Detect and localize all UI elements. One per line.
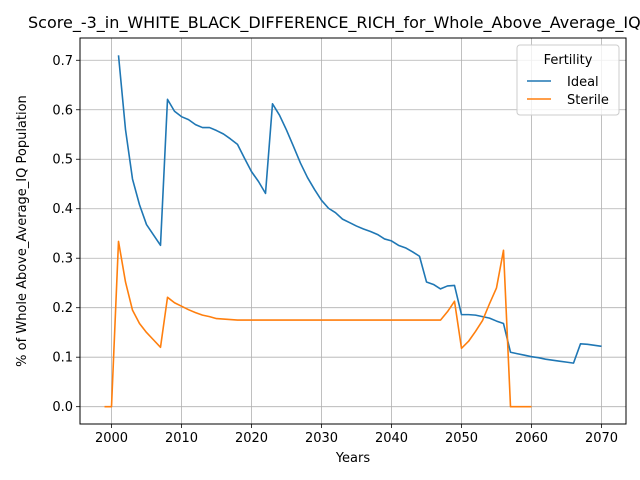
x-tick-label: 2050 [445, 431, 478, 446]
series-lines [104, 55, 602, 408]
x-tick-label: 2070 [585, 431, 618, 446]
legend-label-ideal: Ideal [567, 75, 599, 90]
y-tick-label: 0.2 [52, 301, 73, 316]
x-tick-label: 2040 [375, 431, 408, 446]
y-tick-label: 0.0 [52, 400, 73, 415]
x-axis-ticks: 2000 2010 2020 2030 2040 2050 2060 2070 [95, 424, 618, 446]
legend: Fertility Ideal Sterile [516, 44, 620, 116]
y-axis-label: % of Whole Above_Average_IQ Population [15, 95, 30, 367]
y-tick-label: 0.1 [52, 351, 73, 366]
y-tick-label: 0.5 [52, 153, 73, 168]
x-tick-label: 2060 [515, 431, 548, 446]
y-axis-ticks: 0.0 0.1 0.2 0.3 0.4 0.5 0.6 0.7 [52, 54, 80, 415]
x-tick-label: 2000 [95, 431, 128, 446]
chart-title: Score_-3_in_WHITE_BLACK_DIFFERENCE_RICH_… [28, 13, 640, 33]
legend-box [516, 44, 620, 116]
legend-title: Fertility [544, 53, 593, 68]
y-tick-label: 0.3 [52, 252, 73, 267]
x-axis-label: Years [335, 451, 371, 466]
y-tick-label: 0.7 [52, 54, 73, 69]
plot-frame [79, 37, 627, 425]
x-tick-label: 2020 [235, 431, 268, 446]
series-line-sterile [104, 240, 532, 408]
y-tick-label: 0.6 [52, 103, 73, 118]
series-line-ideal [117, 55, 602, 364]
legend-label-sterile: Sterile [567, 93, 609, 108]
y-tick-label: 0.4 [52, 202, 73, 217]
x-tick-label: 2010 [165, 431, 198, 446]
x-tick-label: 2030 [305, 431, 338, 446]
